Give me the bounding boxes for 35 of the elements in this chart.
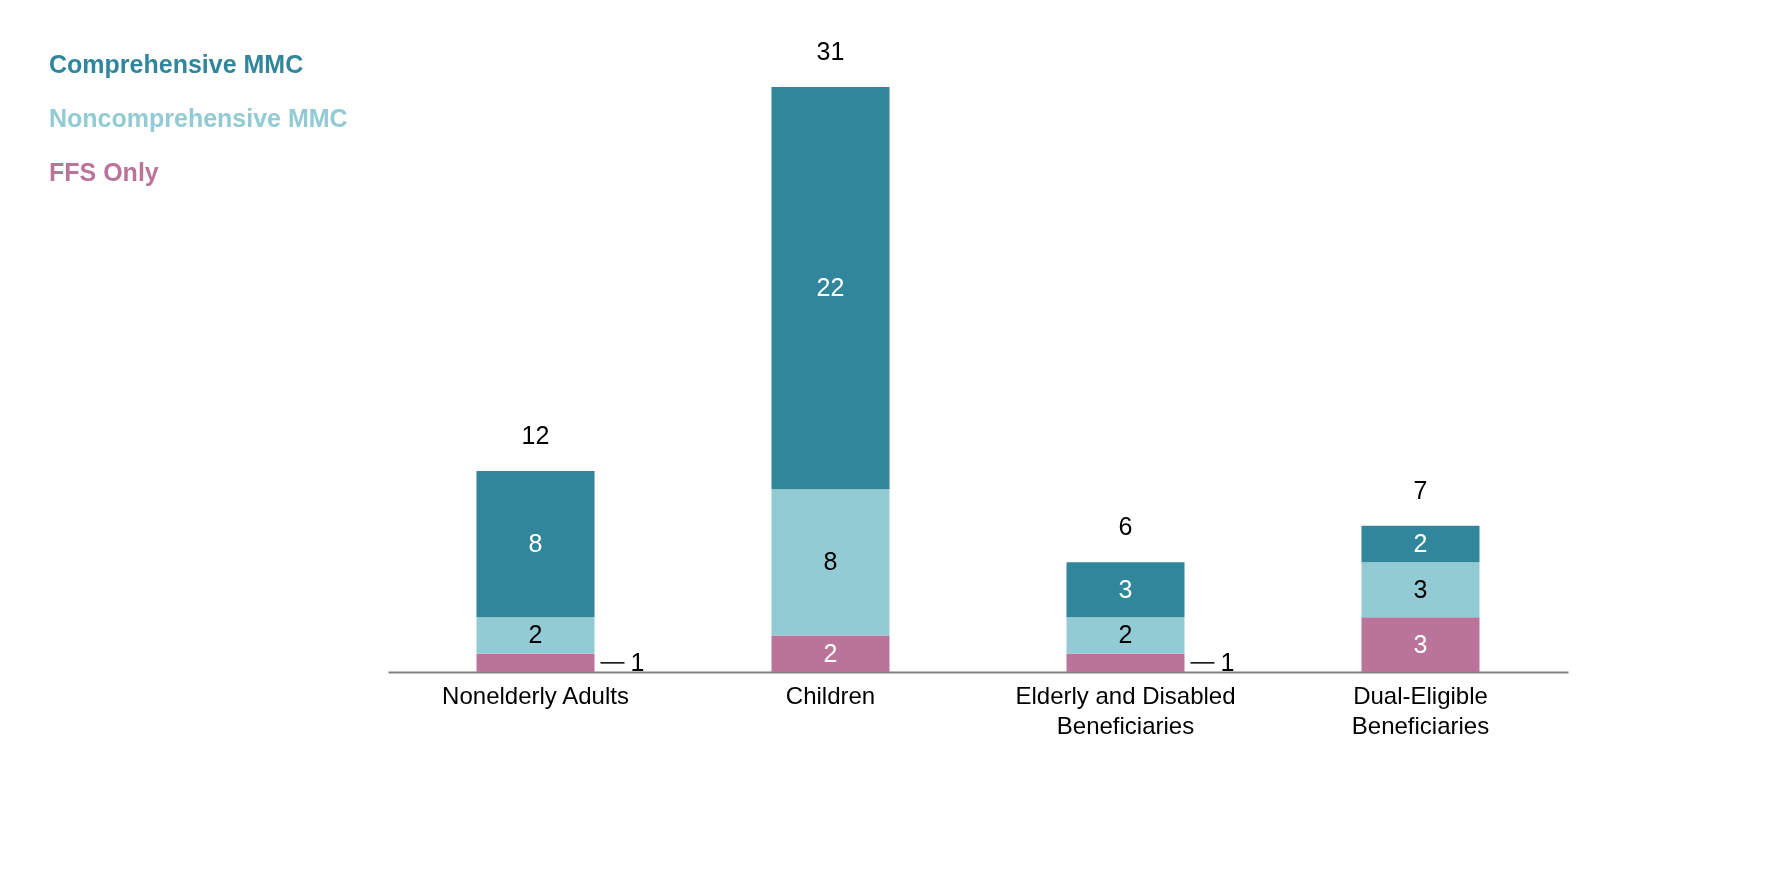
bar [1066, 562, 1185, 618]
bar [476, 470, 595, 618]
data-label: 2 [528, 620, 543, 649]
bar [1361, 525, 1480, 563]
bar [1066, 617, 1185, 654]
bar [771, 635, 890, 672]
text: FFS Only [49, 157, 159, 186]
bar [476, 617, 595, 654]
data-label: 3 [1118, 574, 1133, 603]
data-label: 1 [630, 647, 645, 676]
text: Noncomprehensive MMC [49, 103, 348, 132]
total-label: 12 [521, 420, 550, 449]
data-label: 3 [1413, 629, 1428, 658]
total-label: 31 [816, 37, 845, 66]
total-label: 6 [1118, 512, 1133, 541]
total-label: 7 [1413, 475, 1428, 504]
bar [771, 87, 890, 490]
data-label: 8 [823, 547, 838, 576]
bar [1361, 562, 1480, 618]
x-tick-label: Elderly and Disabled Beneficiaries [1015, 681, 1236, 739]
data-label: 22 [816, 273, 845, 302]
bar [1361, 617, 1480, 672]
x-tick-label: Nonelderly Adults [442, 681, 629, 709]
x-tick-label: Children [785, 681, 876, 709]
text: Comprehensive MMC [49, 49, 304, 78]
data-label: 2 [823, 638, 838, 667]
data-label: 2 [1118, 620, 1133, 649]
data-label: 1 [1220, 647, 1235, 676]
x-tick-label: Dual-Eligible Beneficiaries [1351, 681, 1490, 739]
data-label: 2 [1413, 529, 1428, 558]
data-label: 8 [528, 529, 543, 558]
bar [1066, 653, 1185, 672]
bar [771, 489, 890, 636]
data-label: 3 [1413, 574, 1428, 603]
bar [476, 653, 595, 672]
